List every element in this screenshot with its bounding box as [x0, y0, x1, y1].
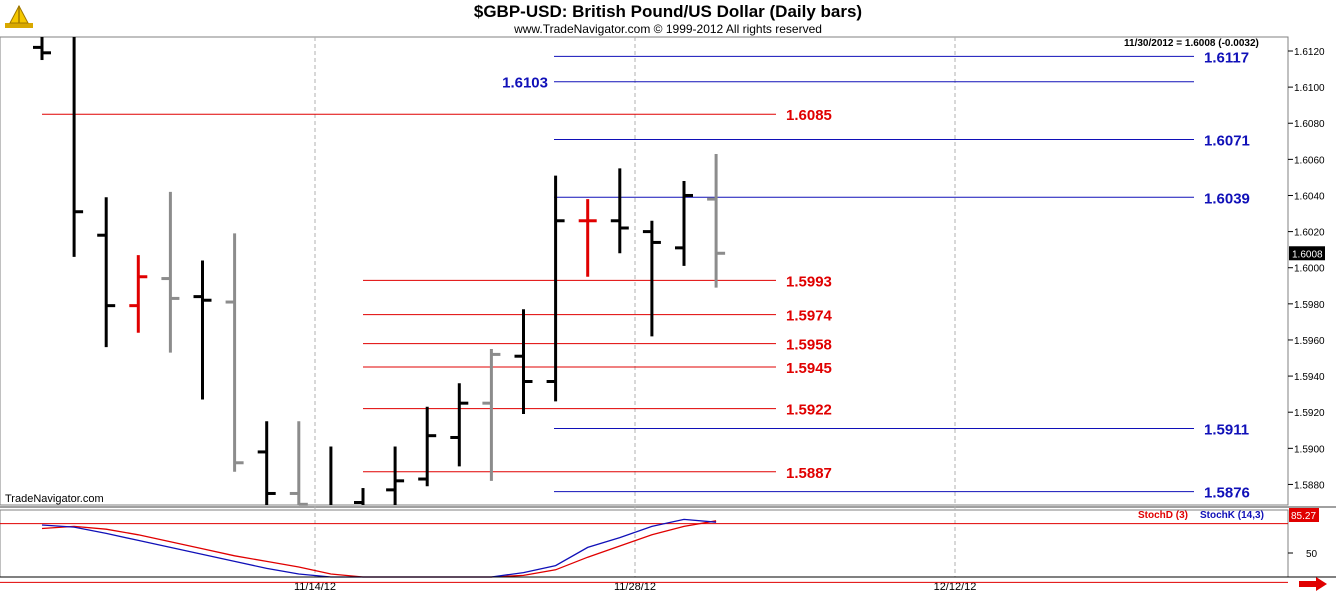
y-tick-label: 1.6040	[1294, 191, 1325, 202]
level-label: 1.5958	[786, 337, 832, 354]
ohlc-bar	[289, 421, 308, 506]
ohlc-bar	[257, 421, 276, 505]
y-tick-label: 1.6000	[1294, 264, 1325, 275]
stoch-tick-label: 50	[1306, 549, 1318, 560]
chart-title: $GBP-USD: British Pound/US Dollar (Daily…	[473, 2, 863, 21]
ohlc-bar	[610, 168, 629, 254]
stoch-d-line	[41, 520, 717, 578]
ohlc-bar	[418, 406, 437, 487]
y-tick-label: 1.6120	[1294, 47, 1325, 58]
y-tick-label: 1.6100	[1294, 83, 1325, 94]
x-tick-label: 12/12/12	[934, 581, 977, 593]
stoch-d-legend: StochD (3)	[1138, 510, 1188, 521]
level-label: 1.5993	[786, 273, 832, 290]
ohlc-bar	[72, 37, 84, 257]
level-label: 1.5945	[786, 360, 832, 377]
trade-navigator-logo	[5, 4, 33, 28]
level-label: 1.6085	[786, 107, 832, 124]
stoch-value-box	[1289, 508, 1319, 522]
x-tick-label: 11/28/12	[614, 581, 656, 593]
ohlc-bar	[675, 181, 693, 266]
ohlc-bar	[482, 348, 501, 481]
current-price-label: 1.6008	[1292, 249, 1323, 260]
ohlc-bar	[642, 220, 661, 337]
y-tick-label: 1.5900	[1294, 444, 1325, 455]
ohlc-bar	[707, 153, 726, 288]
y-tick-label: 1.5980	[1294, 300, 1325, 311]
ohlc-bar	[354, 488, 365, 505]
y-tick-label: 1.5960	[1294, 336, 1325, 347]
ohlc-bar	[386, 446, 405, 505]
ohlc-bar	[129, 255, 148, 333]
y-tick-label: 1.5880	[1294, 480, 1325, 491]
ohlc-bar	[33, 37, 51, 61]
last-quote: 11/30/2012 = 1.6008 (-0.0032)	[1124, 38, 1259, 49]
level-label: 1.5887	[786, 465, 832, 482]
level-label: 1.5911	[1204, 421, 1249, 438]
level-label: 1.5876	[1204, 485, 1250, 502]
copyright-notice: www.TradeNavigator.com © 1999-2012 All r…	[514, 22, 822, 36]
y-tick-label: 1.5940	[1294, 372, 1325, 383]
y-tick-label: 1.6060	[1294, 155, 1325, 166]
level-label: 1.6117	[1204, 49, 1249, 66]
ohlc-bar	[161, 191, 180, 353]
price-pane-frame	[0, 36, 1289, 506]
level-label: 1.6071	[1204, 132, 1250, 149]
stoch-k-legend: StochK (14,3)	[1200, 510, 1264, 521]
ohlc-bar	[514, 309, 533, 415]
x-tick-label: 11/14/12	[294, 581, 336, 593]
stochastic-pane-frame	[0, 509, 1289, 578]
ohlc-bar	[225, 233, 244, 472]
ohlc-bar	[578, 199, 597, 277]
ohlc-bar	[97, 197, 116, 348]
y-tick-label: 1.6080	[1294, 119, 1325, 130]
ohlc-bar	[193, 260, 212, 400]
ohlc-bar	[546, 175, 565, 402]
y-tick-label: 1.5920	[1294, 408, 1325, 419]
level-label: 1.5974	[786, 308, 833, 325]
ohlc-bar	[450, 383, 469, 467]
brand-label: TradeNavigator.com	[5, 493, 104, 505]
level-label: 1.5922	[786, 402, 832, 419]
stoch-value-label: 85.27	[1291, 511, 1316, 522]
level-label: 1.6039	[1204, 190, 1250, 207]
level-label: 1.6103	[502, 75, 548, 92]
y-tick-label: 1.6020	[1294, 228, 1325, 239]
scroll-right-arrow-icon[interactable]	[1298, 577, 1328, 591]
current-price-box	[1289, 246, 1325, 261]
